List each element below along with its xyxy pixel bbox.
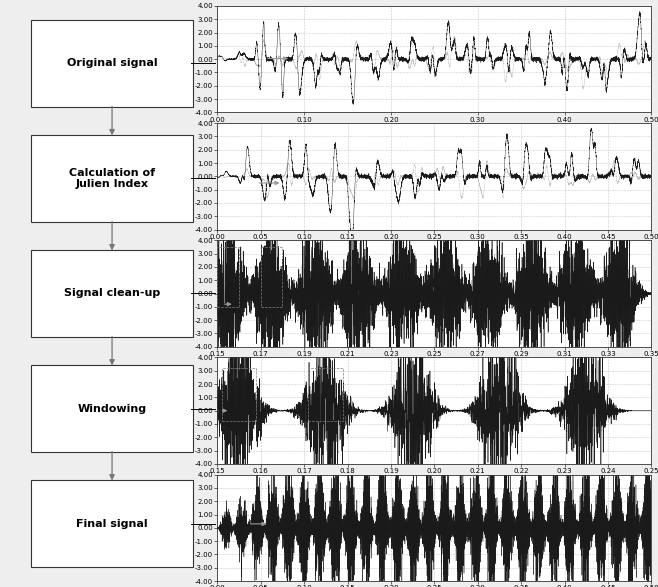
Text: Signal clean-up: Signal clean-up	[64, 288, 160, 299]
Text: Windowing: Windowing	[78, 403, 147, 414]
Text: Calculation of
Julien Index: Calculation of Julien Index	[69, 168, 155, 189]
Bar	[261, 247, 282, 307]
Bar	[309, 368, 343, 421]
FancyBboxPatch shape	[31, 250, 193, 337]
Text: Original signal: Original signal	[66, 58, 157, 69]
Bar	[217, 247, 239, 307]
Text: Final signal: Final signal	[76, 518, 148, 529]
FancyBboxPatch shape	[31, 20, 193, 107]
Bar	[222, 368, 257, 421]
FancyBboxPatch shape	[31, 136, 193, 222]
FancyBboxPatch shape	[31, 365, 193, 452]
FancyBboxPatch shape	[31, 480, 193, 566]
